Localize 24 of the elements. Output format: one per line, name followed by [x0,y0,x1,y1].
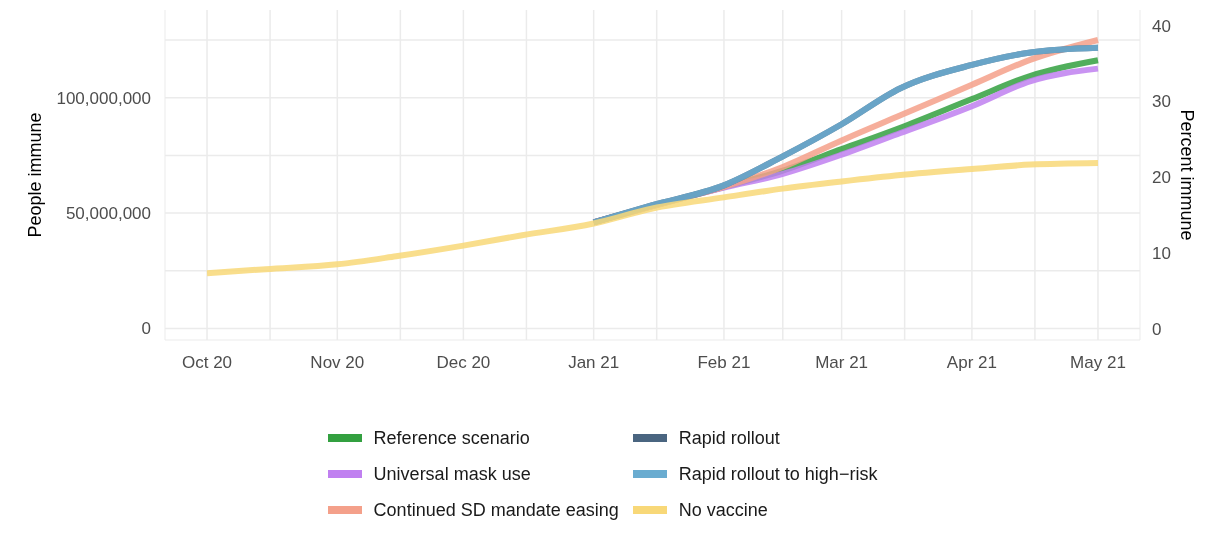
y-tick-label: 50,000,000 [65,204,151,224]
y-axis-title: People immune [25,112,46,238]
y2-tick-label: 0 [1152,319,1162,339]
y2-axis-title: Percent immune [1176,109,1197,241]
legend-label: No vaccine [678,499,768,521]
x-tick-label: Dec 20 [436,353,491,373]
x-tick-label: Feb 21 [697,353,751,373]
y-tick-label: 0 [141,319,151,339]
legend-label: Continued SD mandate easing [373,499,619,521]
legend-label: Universal mask use [373,463,531,485]
y2-tick-label: 20 [1152,168,1171,188]
legend-label: Rapid rollout [678,427,780,449]
x-tick-label: Apr 21 [946,353,997,373]
x-tick-label: Mar 21 [815,353,869,373]
legend-label: Rapid rollout to high−risk [678,463,878,485]
y2-tick-label: 10 [1152,243,1171,263]
x-tick-label: Nov 20 [310,353,365,373]
y2-tick-label: 30 [1152,92,1171,112]
x-tick-label: Oct 20 [181,353,233,373]
legend-label: Reference scenario [373,427,530,449]
y-tick-label: 100,000,000 [56,88,151,108]
y2-tick-label: 40 [1152,16,1171,36]
x-tick-label: May 21 [1070,353,1126,373]
x-tick-label: Jan 21 [568,353,620,373]
